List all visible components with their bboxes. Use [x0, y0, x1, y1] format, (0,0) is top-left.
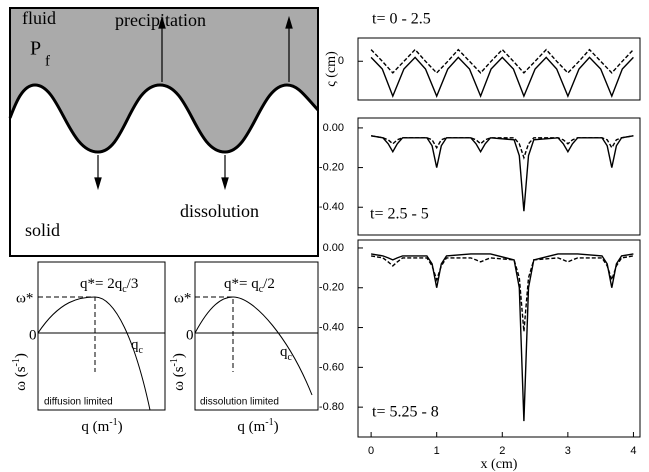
text: q*= q: [224, 276, 259, 292]
arrows: [94, 15, 293, 191]
panel-title: t= 2.5 - 5: [370, 206, 429, 223]
y-tick-label: 0.00: [323, 242, 344, 254]
label: 0: [29, 327, 37, 343]
fluid-region: [10, 8, 318, 152]
y-tick-label: -0.20: [319, 161, 344, 173]
label: precipitation: [115, 10, 206, 30]
text: q: [280, 344, 288, 360]
growth-plot: ω* 0 ω (s-1) q*= qc/2 qc dissolution lim…: [169, 261, 319, 435]
label: P: [30, 38, 41, 60]
plot-frame: [357, 37, 641, 101]
y-axis-label: ς (cm): [324, 51, 339, 87]
frame: [37, 261, 166, 411]
text: -1: [265, 417, 273, 428]
label: solid: [25, 220, 60, 240]
panel-title: t= 0 - 2.5: [372, 11, 431, 28]
text: ): [13, 353, 29, 358]
label: qc: [131, 337, 144, 356]
x-tick-label: 4: [630, 445, 636, 457]
y-tick-label: -0.40: [319, 201, 344, 213]
x-tick-label: 0: [368, 445, 374, 457]
series-line: [370, 48, 634, 74]
plot-frame: [357, 117, 641, 236]
text: /3: [127, 276, 139, 292]
y-tick-label: -0.60: [319, 361, 344, 373]
label: ω*: [16, 290, 33, 306]
plot-frame: [357, 239, 641, 438]
x-tick-label: 3: [565, 445, 571, 457]
text: ): [118, 419, 123, 435]
axis-label: q (m-1): [237, 417, 278, 435]
note: diffusion limited: [44, 397, 113, 408]
curve: [37, 296, 151, 411]
series-line: [370, 255, 634, 332]
growth-plot: ω* 0 ω (s-1) q*= 2qc/3 qc diffusion limi…: [11, 261, 166, 435]
guide: [38, 296, 96, 372]
interface: [8, 83, 320, 154]
label: qc: [280, 344, 293, 363]
text: ): [274, 419, 279, 435]
note: dissolution limited: [200, 397, 279, 408]
text: c: [259, 284, 264, 295]
label: q*= 2qc/3: [80, 276, 138, 295]
text: -1: [109, 417, 117, 428]
curve: [194, 296, 313, 396]
label: dissolution: [180, 201, 259, 221]
y-tick-label: -0.40: [319, 321, 344, 333]
text: -1: [11, 358, 22, 366]
guide: [195, 296, 234, 372]
y-tick-label: -0.20: [319, 282, 344, 294]
text: ω (s: [171, 366, 187, 391]
text: q: [131, 337, 139, 353]
text: -1: [169, 358, 180, 366]
series-line: [370, 56, 634, 98]
text: ω (s: [13, 366, 29, 391]
text: /2: [263, 276, 275, 292]
label: f: [45, 53, 50, 69]
schematic: fluid P f precipitation dissolution soli…: [8, 7, 320, 257]
x-tick-label: 2: [499, 445, 505, 457]
y-tick-label: -0.80: [319, 401, 344, 413]
x-tick-label: 1: [434, 445, 440, 457]
text: c: [122, 284, 127, 295]
text: c: [288, 352, 293, 363]
x-axis-label: x (cm): [481, 457, 518, 472]
text: c: [139, 345, 144, 356]
text: q (m: [237, 419, 265, 435]
label: 0: [186, 327, 194, 343]
frame: [9, 7, 319, 257]
panel-title: t= 5.25 - 8: [372, 404, 439, 421]
y-tick-label: 0.00: [323, 122, 344, 134]
text: q (m: [81, 419, 109, 435]
text: q*= 2q: [80, 276, 123, 292]
axis-label: q (m-1): [81, 417, 122, 435]
axis-label: ω (s-1): [169, 353, 187, 391]
text: ): [171, 353, 187, 358]
series-line: [370, 253, 634, 422]
label: q*= qc/2: [224, 276, 275, 295]
axis-label: ω (s-1): [11, 353, 29, 391]
frame: [194, 261, 319, 411]
label: fluid: [22, 8, 56, 28]
y-tick-label: 0: [338, 55, 344, 67]
series-line: [370, 135, 634, 212]
label: ω*: [174, 290, 191, 306]
